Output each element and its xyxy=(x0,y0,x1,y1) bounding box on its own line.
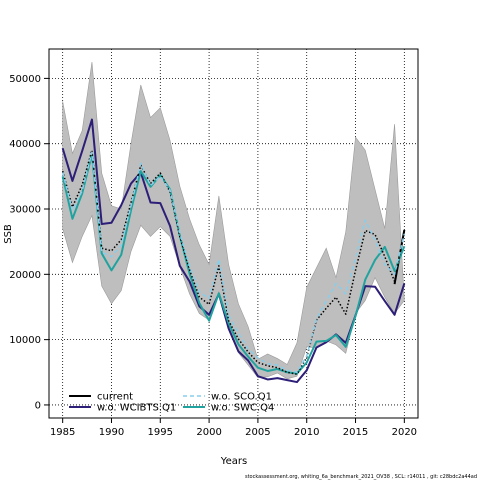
x-tick-label: 1995 xyxy=(148,427,173,438)
series-line-wo-wcibts-q1 xyxy=(61,118,406,384)
legend-label: w.o. SCO.Q1 xyxy=(211,392,272,403)
series-line-dotted xyxy=(61,149,406,375)
y-tick-label: 0 xyxy=(35,400,41,411)
x-tick-label: 2020 xyxy=(392,427,417,438)
y-tick-label: 30000 xyxy=(9,205,41,216)
y-tick-label: 10000 xyxy=(9,335,41,346)
legend-label: current xyxy=(97,392,133,403)
series-line-wo-sco-q1 xyxy=(61,151,406,374)
series-lines xyxy=(61,118,406,384)
series-line-wo-swc-q4 xyxy=(61,153,406,375)
confidence-band xyxy=(62,62,405,380)
x-tick-label: 2010 xyxy=(294,427,319,438)
y-axis: 0 10000 20000 30000 40000 50000 xyxy=(9,74,49,411)
y-tick-label: 50000 xyxy=(9,74,41,85)
y-axis-title: SSB xyxy=(3,224,14,244)
confidence-band-area xyxy=(62,62,405,380)
footer-caption: stockassessment.org, whiting_6a_benchmar… xyxy=(245,474,477,480)
x-tick-label: 1990 xyxy=(99,427,124,438)
x-axis-title: Years xyxy=(220,456,247,467)
x-axis: 1985 1990 1995 2000 2005 2010 2015 2020 xyxy=(50,418,417,438)
y-tick-label: 20000 xyxy=(9,270,41,281)
x-tick-label: 2015 xyxy=(343,427,368,438)
x-tick-label: 2005 xyxy=(245,427,270,438)
legend-label: w.o. WCIBTS.Q1 xyxy=(97,403,176,414)
x-tick-label: 2000 xyxy=(196,427,221,438)
legend-label: w.o. SWC.Q4 xyxy=(211,403,274,414)
y-tick-label: 40000 xyxy=(9,139,41,150)
x-tick-label: 1985 xyxy=(50,427,75,438)
plot-frame xyxy=(48,48,419,419)
